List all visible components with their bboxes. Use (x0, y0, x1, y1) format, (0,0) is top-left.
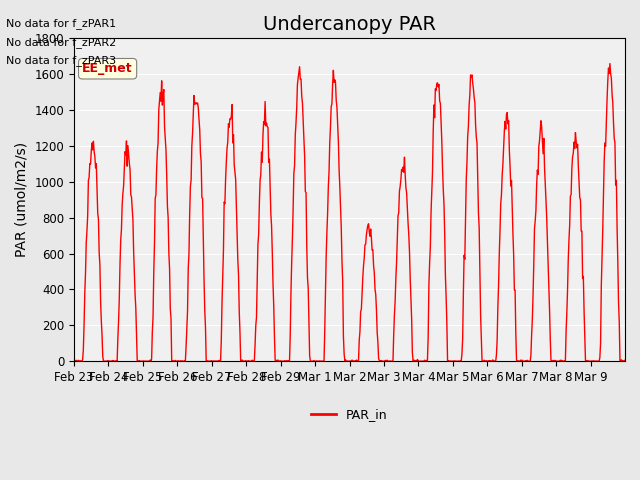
Text: No data for f_zPAR1: No data for f_zPAR1 (6, 18, 116, 29)
Text: EE_met: EE_met (83, 62, 133, 75)
Y-axis label: PAR (umol/m2/s): PAR (umol/m2/s) (15, 142, 29, 257)
Text: No data for f_zPAR3: No data for f_zPAR3 (6, 55, 116, 66)
Title: Undercanopy PAR: Undercanopy PAR (263, 15, 436, 34)
Text: No data for f_zPAR2: No data for f_zPAR2 (6, 36, 116, 48)
Legend: PAR_in: PAR_in (306, 403, 393, 426)
